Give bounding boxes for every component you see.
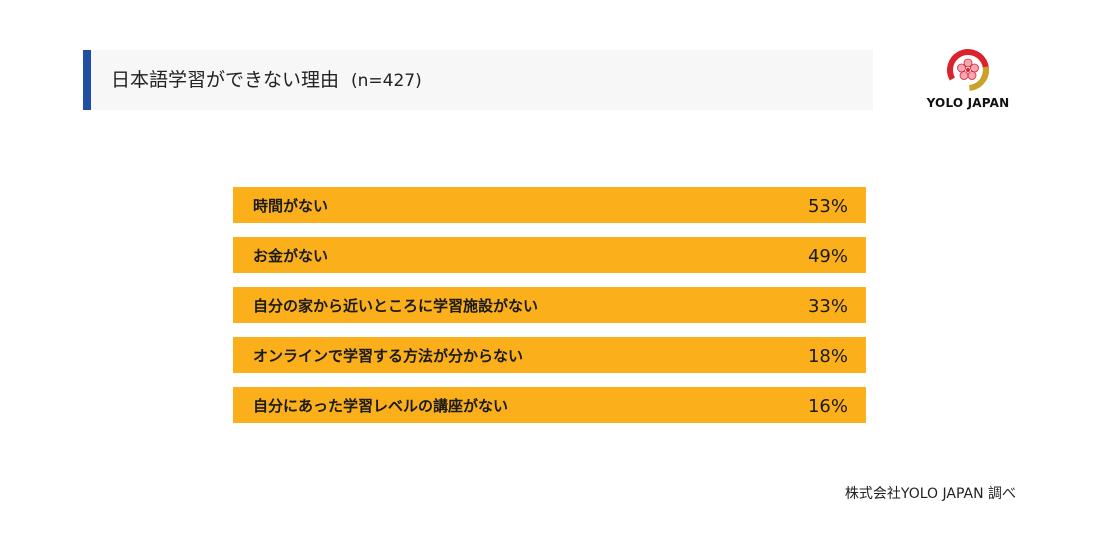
- bar: [233, 337, 866, 373]
- chart-title: 日本語学習ができない理由 (n=427): [111, 50, 422, 110]
- yolo-japan-logo: YOLO JAPAN: [910, 46, 1026, 116]
- bar: [233, 237, 866, 273]
- source-note: 株式会社YOLO JAPAN 調べ: [844, 486, 1016, 502]
- title-bar: 日本語学習ができない理由 (n=427): [83, 50, 873, 110]
- bar-row: 時間がない 53%: [233, 187, 866, 223]
- bar-row: お金がない 49%: [233, 237, 866, 273]
- category-label: 自分の家から近いところに学習施設がない: [253, 297, 538, 315]
- logo-text: YOLO JAPAN: [926, 96, 1010, 110]
- bar: [233, 387, 866, 423]
- title-accent-bar: [83, 50, 91, 110]
- sakura-logo-icon: [947, 49, 989, 91]
- value-label: 53%: [808, 196, 848, 217]
- bar-row: 自分の家から近いところに学習施設がない 33%: [233, 287, 866, 323]
- category-label: 時間がない: [253, 197, 328, 215]
- category-label: 自分にあった学習レベルの講座がない: [253, 397, 508, 415]
- bar-row: オンラインで学習する方法が分からない 18%: [233, 337, 866, 373]
- sample-size-label: (n=427): [351, 71, 422, 91]
- category-label: オンラインで学習する方法が分からない: [253, 347, 523, 365]
- value-label: 33%: [808, 296, 848, 317]
- bar-row: 自分にあった学習レベルの講座がない 16%: [233, 387, 866, 423]
- chart-title-text: 日本語学習ができない理由: [111, 69, 340, 91]
- category-label: お金がない: [253, 247, 328, 265]
- bar: [233, 287, 866, 323]
- value-label: 49%: [808, 246, 848, 267]
- value-label: 16%: [808, 396, 848, 417]
- bar: [233, 187, 866, 223]
- value-label: 18%: [808, 346, 848, 367]
